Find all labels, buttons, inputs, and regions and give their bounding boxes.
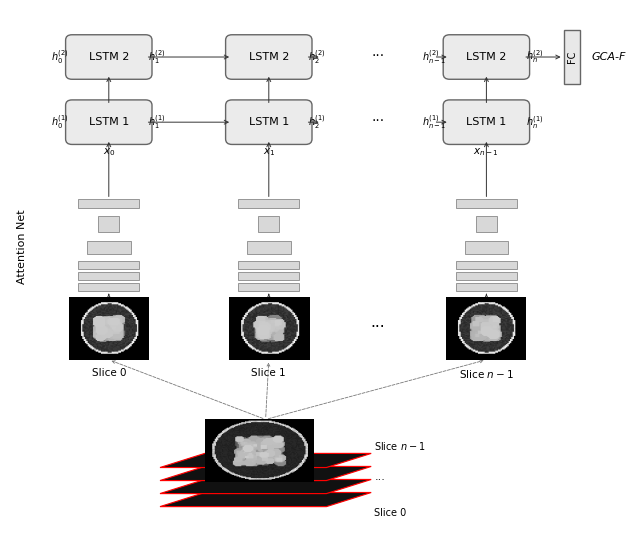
Polygon shape	[160, 466, 371, 481]
Text: Slice 1: Slice 1	[252, 368, 286, 378]
Text: $h_1^{(2)}$: $h_1^{(2)}$	[148, 48, 166, 66]
Text: ···: ···	[374, 475, 385, 485]
Bar	[79, 272, 140, 280]
FancyBboxPatch shape	[226, 35, 312, 79]
Text: $h_2^{(2)}$: $h_2^{(2)}$	[308, 48, 326, 66]
Text: $h_n^{(2)}$: $h_n^{(2)}$	[526, 49, 544, 65]
Text: LSTM 2: LSTM 2	[248, 52, 289, 62]
Text: Attention Net: Attention Net	[17, 210, 28, 285]
FancyBboxPatch shape	[66, 35, 152, 79]
Polygon shape	[160, 453, 371, 468]
Bar	[259, 216, 280, 232]
Bar	[79, 261, 140, 269]
Text: $h_2^{(1)}$: $h_2^{(1)}$	[308, 113, 326, 131]
Text: $h_1^{(1)}$: $h_1^{(1)}$	[148, 113, 166, 131]
Bar	[456, 261, 517, 269]
Bar	[79, 199, 140, 208]
Text: $h_{n-1}^{(2)}$: $h_{n-1}^{(2)}$	[422, 48, 447, 66]
FancyBboxPatch shape	[443, 35, 530, 79]
Bar	[564, 30, 580, 84]
Text: ···: ···	[371, 49, 384, 63]
Bar	[456, 199, 517, 208]
Text: Slice $n-1$: Slice $n-1$	[374, 440, 426, 452]
Bar	[239, 282, 300, 291]
Text: $h_0^{(2)}$: $h_0^{(2)}$	[51, 48, 69, 66]
Bar	[465, 241, 508, 254]
Text: LSTM 1: LSTM 1	[89, 117, 129, 127]
Text: Slice 0: Slice 0	[374, 508, 406, 518]
Bar	[476, 216, 497, 232]
Bar	[239, 261, 300, 269]
Polygon shape	[160, 493, 371, 507]
Text: Slice $n-1$: Slice $n-1$	[459, 368, 514, 380]
Polygon shape	[160, 479, 371, 494]
Text: $x_{n-1}$: $x_{n-1}$	[474, 146, 499, 158]
Bar	[99, 216, 120, 232]
Text: LSTM 1: LSTM 1	[467, 117, 506, 127]
Text: GCA-F: GCA-F	[592, 52, 627, 62]
Text: $h_n^{(1)}$: $h_n^{(1)}$	[526, 114, 544, 130]
Bar	[239, 272, 300, 280]
Bar	[79, 282, 140, 291]
Text: $x_0$: $x_0$	[102, 146, 115, 158]
FancyBboxPatch shape	[226, 100, 312, 144]
Bar	[239, 199, 300, 208]
Text: ···: ···	[371, 320, 385, 335]
Bar	[456, 272, 517, 280]
Text: LSTM 1: LSTM 1	[249, 117, 289, 127]
Text: $h_0^{(1)}$: $h_0^{(1)}$	[51, 113, 69, 131]
Bar	[247, 241, 291, 254]
Text: LSTM 2: LSTM 2	[466, 52, 507, 62]
Text: LSTM 2: LSTM 2	[88, 52, 129, 62]
Text: FC: FC	[566, 51, 577, 63]
Text: $h_{n-1}^{(1)}$: $h_{n-1}^{(1)}$	[422, 113, 447, 131]
Text: $x_1$: $x_1$	[262, 146, 275, 158]
FancyBboxPatch shape	[443, 100, 530, 144]
Text: Slice 0: Slice 0	[92, 368, 126, 378]
Text: ···: ···	[371, 114, 384, 128]
Bar	[87, 241, 131, 254]
Bar	[456, 282, 517, 291]
FancyBboxPatch shape	[66, 100, 152, 144]
